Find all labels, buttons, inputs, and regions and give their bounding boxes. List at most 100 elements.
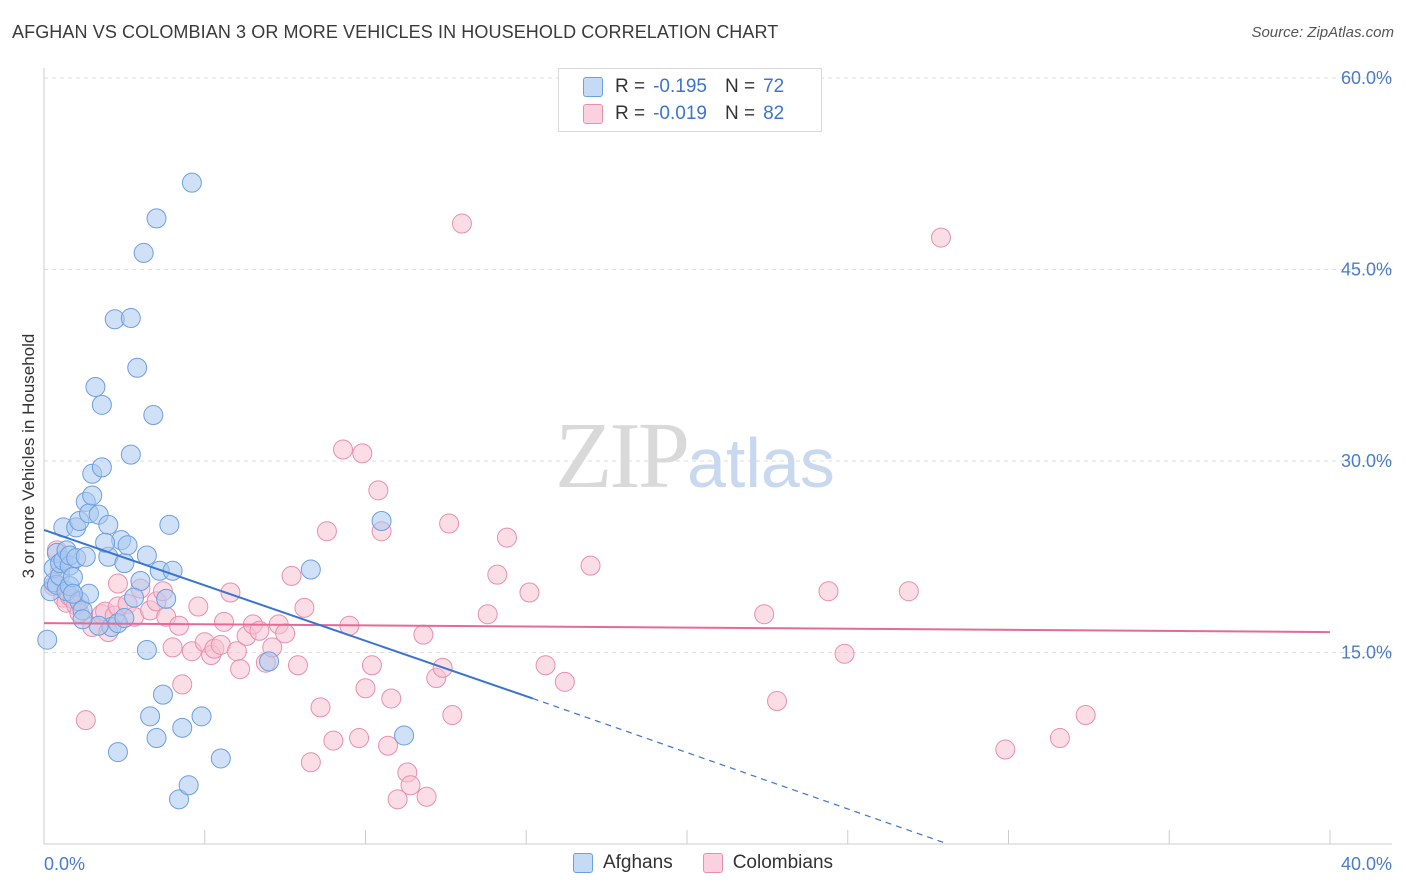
colombians-point[interactable] xyxy=(1049,728,1070,749)
afghans-point[interactable] xyxy=(152,684,173,705)
colombians-point[interactable] xyxy=(361,655,382,676)
afghans-point[interactable] xyxy=(136,639,157,660)
colombians-point[interactable] xyxy=(352,443,373,464)
colombians-point[interactable] xyxy=(834,643,855,664)
afghans-point[interactable] xyxy=(72,609,93,630)
colombians-point[interactable] xyxy=(442,705,463,726)
afghans-point[interactable] xyxy=(124,587,145,608)
afghans-swatch xyxy=(583,77,603,97)
colombians-point[interactable] xyxy=(107,573,128,594)
legend-r-label: R = xyxy=(615,76,646,97)
colombians-point[interactable] xyxy=(214,611,235,632)
colombians-point[interactable] xyxy=(310,697,331,718)
afghans-point[interactable] xyxy=(62,583,83,604)
afghans-point[interactable] xyxy=(95,532,116,553)
afghans-point[interactable] xyxy=(75,546,96,567)
colombians-point[interactable] xyxy=(439,513,460,534)
afghans-point[interactable] xyxy=(37,629,58,650)
afghans-point[interactable] xyxy=(156,588,177,609)
afghans-point[interactable] xyxy=(114,553,135,574)
afghans-point[interactable] xyxy=(120,444,141,465)
colombians-point[interactable] xyxy=(416,786,437,807)
afghans-point[interactable] xyxy=(394,725,415,746)
afghans-point[interactable] xyxy=(91,394,112,415)
colombians-point[interactable] xyxy=(349,728,370,749)
colombians-point[interactable] xyxy=(381,688,402,709)
afghans-point[interactable] xyxy=(300,559,321,580)
afghans-point[interactable] xyxy=(82,485,103,506)
colombians-point[interactable] xyxy=(580,555,601,576)
afghans-point[interactable] xyxy=(210,748,231,769)
afghans-point[interactable] xyxy=(140,706,161,727)
colombians-point[interactable] xyxy=(387,789,408,810)
afghans-point[interactable] xyxy=(159,514,180,535)
colombians-point[interactable] xyxy=(898,581,919,602)
afghans-point[interactable] xyxy=(85,376,106,397)
colombians-point[interactable] xyxy=(294,597,315,618)
colombians-point[interactable] xyxy=(368,480,389,501)
colombians-point[interactable] xyxy=(451,213,472,234)
colombians-point[interactable] xyxy=(554,671,575,692)
colombians-point[interactable] xyxy=(75,710,96,731)
colombians-r-value: -0.019 xyxy=(653,103,707,124)
colombians-point[interactable] xyxy=(220,582,241,603)
afghans-r-value: -0.195 xyxy=(653,76,707,97)
colombians-point[interactable] xyxy=(535,655,556,676)
afghans-point[interactable] xyxy=(146,728,167,749)
afghans-point[interactable] xyxy=(191,706,212,727)
afghans-point[interactable] xyxy=(181,172,202,193)
colombians-point[interactable] xyxy=(487,564,508,585)
afghans-point[interactable] xyxy=(117,535,138,556)
legend-item-colombians[interactable]: Colombians xyxy=(702,852,833,874)
colombians-point[interactable] xyxy=(162,637,183,658)
afghans-point[interactable] xyxy=(146,208,167,229)
colombians-n-value: 82 xyxy=(763,103,785,124)
colombians-point[interactable] xyxy=(323,730,344,751)
colombians-point[interactable] xyxy=(230,659,251,680)
colombians-point[interactable] xyxy=(754,604,775,625)
colombians-point[interactable] xyxy=(477,604,498,625)
series-legend: Afghans Colombians xyxy=(0,852,1406,874)
legend-n-label: N = xyxy=(724,103,756,124)
colombians-point[interactable] xyxy=(496,527,517,548)
afghans-legend-label: Afghans xyxy=(602,852,673,873)
colombians-legend-swatch xyxy=(702,853,723,873)
afghans-point[interactable] xyxy=(98,514,119,535)
colombians-point[interactable] xyxy=(275,623,296,644)
colombians-point[interactable] xyxy=(300,752,321,773)
colombians-point[interactable] xyxy=(281,565,302,586)
afghans-legend-swatch xyxy=(572,853,593,873)
afghans-point[interactable] xyxy=(127,357,148,378)
watermark-zip: ZIP xyxy=(555,404,690,508)
colombians-point[interactable] xyxy=(930,227,951,248)
colombians-point[interactable] xyxy=(413,624,434,645)
colombians-point[interactable] xyxy=(188,596,209,617)
afghans-point[interactable] xyxy=(120,308,141,329)
afghans-point[interactable] xyxy=(169,789,190,810)
colombians-point[interactable] xyxy=(400,775,421,796)
colombians-point[interactable] xyxy=(287,655,308,676)
colombians-point[interactable] xyxy=(995,739,1016,760)
colombians-point[interactable] xyxy=(378,735,399,756)
colombians-point[interactable] xyxy=(519,582,540,603)
afghans-point[interactable] xyxy=(91,457,112,478)
colombians-point[interactable] xyxy=(249,620,270,641)
x-tick-label-max: 40.0% xyxy=(1341,854,1392,874)
afghans-point[interactable] xyxy=(143,405,164,426)
afghans-point[interactable] xyxy=(371,511,392,532)
colombians-point[interactable] xyxy=(767,691,788,712)
trend-lines xyxy=(43,528,1331,844)
afghans-point[interactable] xyxy=(178,775,199,796)
colombians-point[interactable] xyxy=(316,521,337,542)
afghans-point[interactable] xyxy=(107,742,128,763)
colombians-point[interactable] xyxy=(355,678,376,699)
colombians-point[interactable] xyxy=(172,674,193,695)
colombians-point[interactable] xyxy=(1075,705,1096,726)
colombians-point[interactable] xyxy=(332,439,353,460)
legend-item-afghans[interactable]: Afghans xyxy=(572,852,673,874)
afghans-point[interactable] xyxy=(172,717,193,738)
afghans-point[interactable] xyxy=(133,242,154,263)
colombians-point[interactable] xyxy=(169,615,190,636)
colombians-point[interactable] xyxy=(818,581,839,602)
afghans-point[interactable] xyxy=(259,651,280,672)
